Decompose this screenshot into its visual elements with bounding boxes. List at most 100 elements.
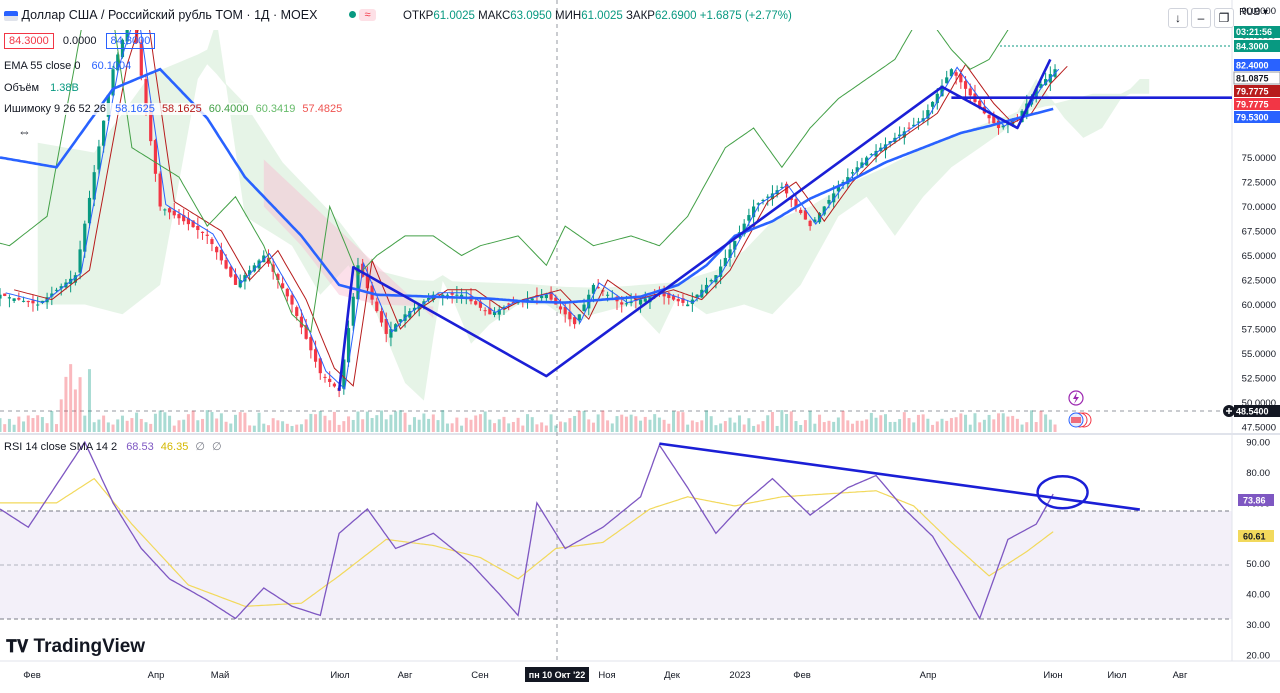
candle-body [233,274,238,285]
volume-bar [248,425,252,432]
candle-body [238,280,242,288]
volume-bar [31,418,35,432]
candle-body [799,209,803,214]
volume-bar [0,418,2,432]
volume-bar [535,424,539,432]
volume-bar [375,415,379,432]
volume-bar [238,412,242,432]
candle-body [356,265,360,300]
add-price-alert-icon[interactable] [1223,405,1235,417]
buy-button[interactable]: 84.3000 [105,33,156,49]
candle-body [869,154,873,156]
candle-body [530,298,534,301]
candle-body [285,288,289,297]
volume-bar [563,422,567,432]
sell-button[interactable]: 84.3000 [4,33,54,49]
candle-body [832,193,836,203]
volume-bar [714,425,718,432]
candle-body [210,239,214,245]
candle-body [252,265,256,272]
rsi-trend-line[interactable] [659,442,1140,511]
ichimoku-legend[interactable]: Ишимоку 9 26 52 26 58.1625 58.1625 60.40… [4,103,343,115]
volume-bar [144,422,148,432]
candle-body [384,319,388,334]
time-axis-tick: Фев [23,670,41,681]
volume-legend[interactable]: Объём 1.38B [4,82,79,94]
candle-body [229,266,233,277]
volume-bar [394,411,398,432]
time-axis-tick: Июл [1107,670,1126,681]
volume-bar [931,424,935,432]
candle-body [116,54,120,71]
volume-bar [1020,424,1024,432]
candle-body [968,88,972,96]
indicator-dots[interactable]: ≈ [349,7,376,21]
volume-bar [130,418,134,432]
rsi-value-tag: 60.61 [1243,532,1266,542]
volume-bar [106,422,110,432]
volume-bar [497,419,501,432]
volume-bar [780,410,784,432]
candle-body [719,266,723,277]
symbol-title[interactable]: Доллар США / Российский рубль TOM · 1Д ·… [21,8,318,22]
volume-bar [596,414,600,432]
flag-icon [4,10,18,21]
maximize-pane-icon[interactable]: ❐ [1214,8,1234,28]
candle-body [841,181,845,184]
economic-events-icon[interactable] [1068,412,1092,428]
compare-toggle-icon[interactable]: ≈ [359,9,376,21]
volume-bar [290,425,294,432]
currency-select[interactable]: RUB ▾ [1239,7,1268,18]
price-tag: 84.3000 [1236,42,1269,52]
move-down-icon[interactable]: ↓ [1168,8,1188,28]
volume-bar [883,414,887,432]
volume-bar [968,424,972,432]
rsi-legend[interactable]: RSI 14 close SMA 14 2 68.53 46.35 ∅ ∅ [4,441,222,453]
time-axis-tick: 2023 [729,670,750,681]
volume-bar [827,420,831,432]
volume-bar [97,419,101,432]
candle-body [83,223,87,252]
drawing-line[interactable] [337,58,1052,391]
candle-body [874,150,878,157]
ichimoku-base-line [13,30,1068,387]
volume-bar [7,418,11,432]
candle-body [855,167,859,172]
tv-logo-icon: 𝐓𝐕 [6,637,29,656]
volume-bar [799,424,803,432]
minimize-pane-icon[interactable]: – [1191,8,1211,28]
time-axis-tick: Сен [471,670,488,681]
volume-bar [893,421,897,432]
highlight-ellipse[interactable] [1036,475,1089,510]
rsi-value-tag-bg [1238,530,1274,542]
volume-bar [182,419,186,432]
volume-bar [690,420,694,432]
volume-bar [803,420,807,432]
symbol-header[interactable]: Доллар США / Российский рубль TOM · 1Д ·… [4,8,317,22]
collapse-legend-icon[interactable]: ⇔ [18,124,31,139]
volume-bar [1053,424,1057,432]
volume-bar [478,414,482,432]
volume-bar [855,420,859,432]
price-axis-tick: 72.5000 [1242,177,1276,188]
volume-bar [17,416,21,432]
price-axis-tick: 60.0000 [1242,300,1276,311]
candle-body [295,307,299,316]
ema-legend[interactable]: EMA 55 close 0 60.1004 [4,60,132,72]
candle-body [215,246,219,253]
volume-bar [789,411,793,432]
candle-body [31,300,35,304]
candle-body [78,249,82,273]
candle-body [747,215,751,221]
trade-panel[interactable]: 84.3000 0.0000 84.3000 [4,33,156,49]
volume-bar [257,412,261,432]
volume-bar [959,413,963,432]
volume-bar [234,414,237,432]
candle-body [954,72,958,76]
candle-body [850,172,855,174]
volume-bar [361,419,365,432]
volume-bar [252,425,256,432]
volume-bar [964,414,968,432]
lightning-icon[interactable] [1068,390,1084,406]
